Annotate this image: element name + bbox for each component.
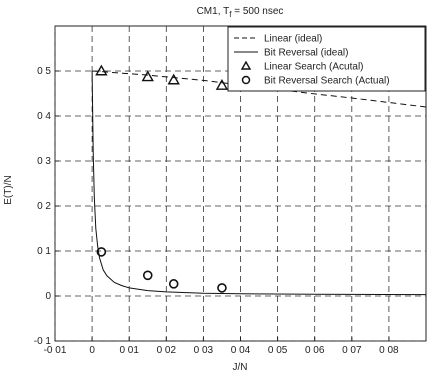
- tick-layer: -0 01 0 0 01 0 02 0 03 0 04 0 05 0 06 0 07 0 08 -0…: [34, 66, 399, 356]
- circle-marker: [168, 279, 179, 289]
- x-tick-label: 0 07: [342, 345, 362, 356]
- chart-title-main: CM1, T: [197, 6, 230, 17]
- circle-marker: [96, 247, 107, 257]
- series-layer: [91, 64, 427, 296]
- legend-entry-label: Linear Search (Acutal): [264, 62, 364, 73]
- x-tick-label: 0 01: [119, 345, 139, 356]
- y-tick-label: 0: [45, 291, 51, 302]
- y-axis-label: E(T)/N: [3, 175, 14, 204]
- y-tick-label: 0 2: [37, 201, 51, 212]
- legend-entry-label: Linear (ideal): [264, 34, 322, 45]
- x-tick-label: 0 02: [157, 345, 177, 356]
- legend-entry-label: Bit Reversal (ideal): [264, 48, 348, 59]
- triangle-marker: [95, 64, 108, 76]
- x-axis-label: J/N: [233, 362, 248, 373]
- x-tick-label: 0 05: [268, 345, 288, 356]
- y-tick-label: -0 1: [34, 336, 52, 347]
- triangle-marker: [215, 78, 229, 90]
- series-line-linear-ideal: [92, 70, 427, 108]
- legend-swatch-circle: [241, 75, 251, 85]
- x-tick-label: -0 01: [44, 345, 67, 356]
- y-tick-label: 0 3: [37, 156, 51, 167]
- y-tick-label: 0 4: [37, 111, 51, 122]
- y-tick-label: 0 1: [37, 246, 51, 257]
- chart-title-suffix: = 500 nsec: [231, 6, 283, 17]
- y-tick-label: 0 5: [37, 66, 51, 77]
- circle-marker: [142, 270, 153, 281]
- x-tick-label: 0 03: [194, 345, 214, 356]
- triangle-marker: [141, 70, 154, 82]
- x-tick-label: 0 04: [231, 345, 251, 356]
- circle-marker: [217, 283, 227, 293]
- chart-title-subscript: f: [229, 10, 232, 19]
- legend-entry-label: Bit Reversal Search (Actual): [264, 76, 390, 87]
- x-tick-label: 0: [89, 345, 95, 356]
- series-line-bit-reversal-ideal: [91, 70, 427, 296]
- legend-box: [227, 26, 426, 92]
- x-tick-label: 0 08: [379, 345, 399, 356]
- chart-title: CM1, Tf = 500 nsec: [197, 6, 284, 19]
- triangle-marker: [167, 73, 180, 85]
- x-tick-label: 0 06: [305, 345, 325, 356]
- legend: Linear (ideal) Bit Reversal (ideal) Linear…: [227, 26, 426, 92]
- legend-swatch-triangle: [240, 60, 252, 70]
